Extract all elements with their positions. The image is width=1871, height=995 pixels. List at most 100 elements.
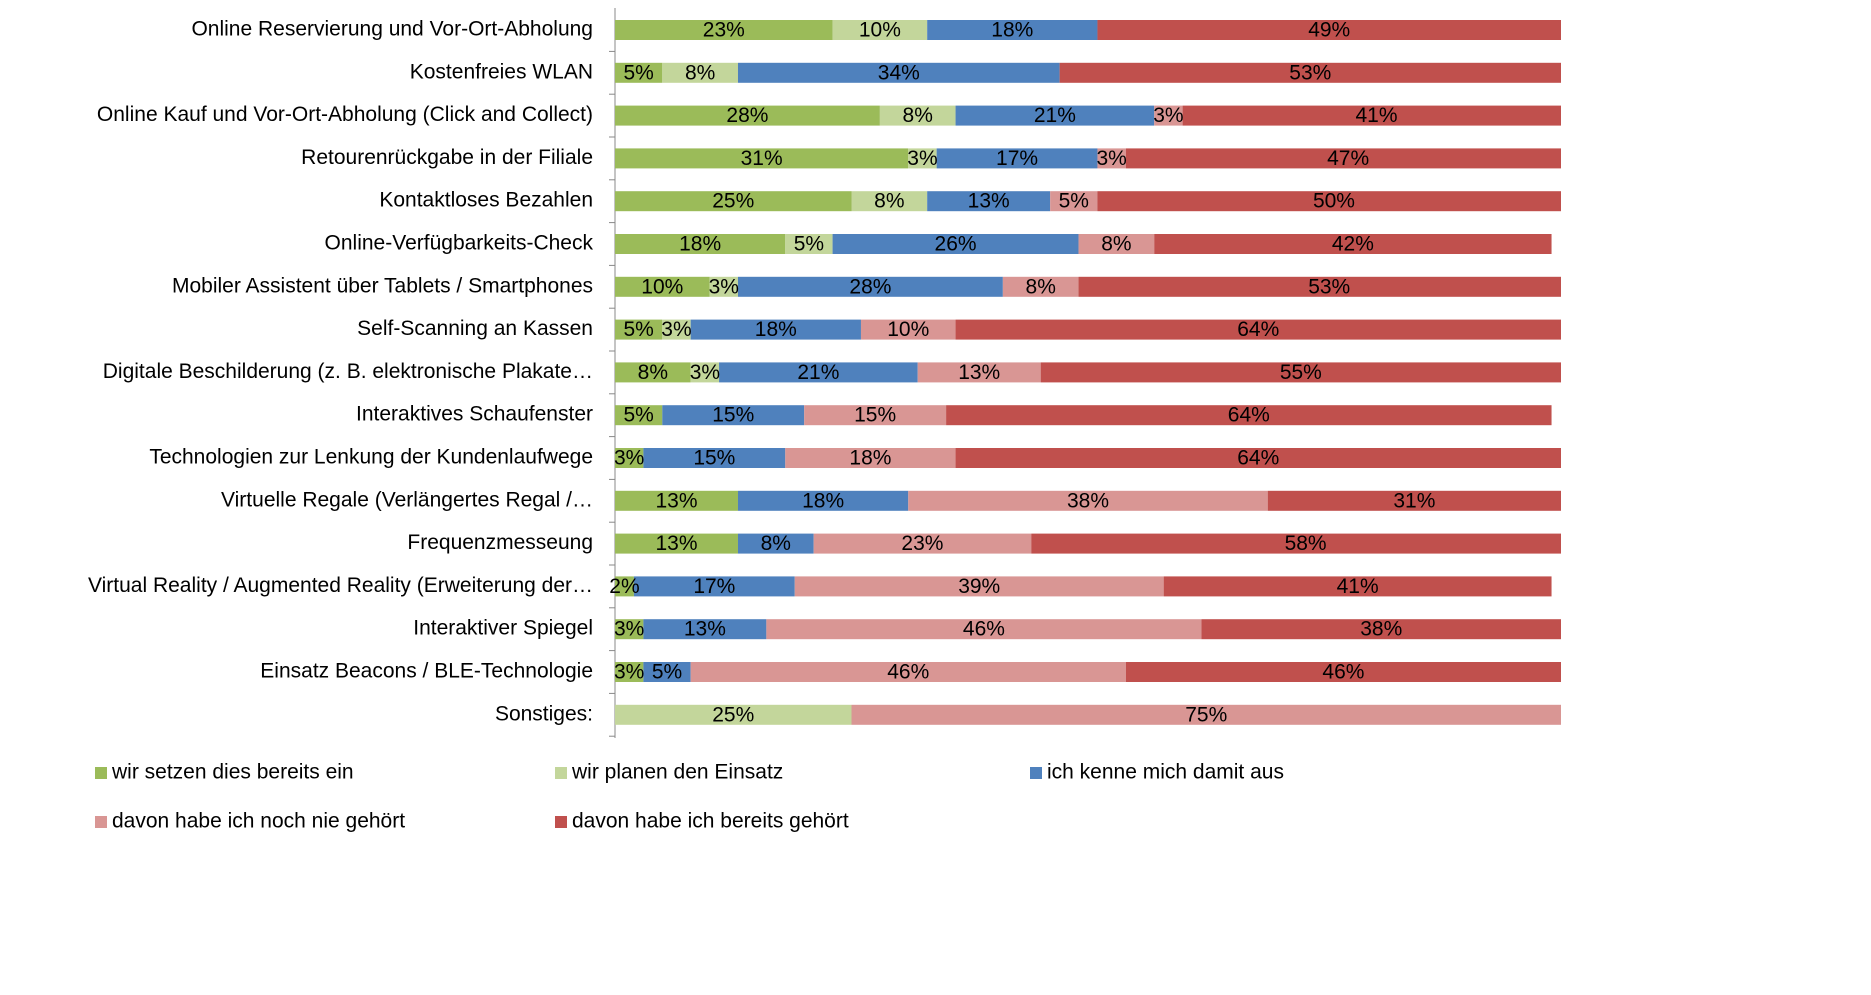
data-label: 15% (693, 447, 735, 470)
data-label: 10% (641, 275, 683, 298)
data-label: 15% (712, 404, 754, 427)
category-label: Online Kauf und Vor-Ort-Abholung (Click … (97, 103, 593, 126)
category-label: Virtual Reality / Augmented Reality (Erw… (88, 574, 593, 597)
bar-segment (1097, 148, 1126, 169)
bar-segment (643, 448, 786, 468)
bar-segment (879, 105, 956, 126)
category-label: Self-Scanning an Kassen (357, 317, 593, 340)
data-label: 47% (1327, 147, 1369, 170)
data-label: 10% (859, 19, 901, 42)
bar-segment (927, 191, 1051, 212)
bar-segment (851, 704, 1561, 725)
bar-segment (615, 490, 738, 511)
data-label: 46% (887, 661, 929, 684)
data-label: 5% (623, 404, 653, 427)
bar-segment (615, 234, 786, 254)
bar-segment (804, 405, 947, 426)
bar-segment (785, 234, 833, 254)
category-label: Technologien zur Lenkung der Kundenlaufw… (149, 446, 593, 469)
data-label: 53% (1308, 275, 1350, 298)
data-label: 8% (685, 61, 715, 84)
data-label: 41% (1337, 575, 1379, 598)
bar-segment (615, 533, 738, 554)
bar-segment (615, 20, 833, 40)
data-label: 17% (996, 147, 1038, 170)
data-label: 3% (907, 147, 937, 170)
data-label: 21% (797, 361, 839, 384)
bar-segment (737, 533, 814, 554)
data-label: 3% (614, 618, 644, 641)
bar-segment (615, 405, 663, 426)
data-label: 13% (655, 532, 697, 555)
data-label: 8% (1101, 233, 1131, 256)
data-label: 3% (1153, 104, 1183, 127)
bar-segment (615, 276, 710, 297)
data-label: 58% (1285, 532, 1327, 555)
data-label: 41% (1356, 104, 1398, 127)
data-label: 28% (849, 275, 891, 298)
data-label: 25% (712, 703, 754, 726)
data-label: 5% (623, 61, 653, 84)
data-label: 10% (887, 318, 929, 341)
data-label: 13% (684, 618, 726, 641)
data-label: 3% (614, 447, 644, 470)
data-label: 64% (1237, 318, 1279, 341)
bar-segment (946, 405, 1552, 426)
bar-segment (1182, 105, 1561, 126)
data-label: 38% (1067, 489, 1109, 512)
category-label: Kostenfreies WLAN (410, 60, 593, 83)
bar-segment (662, 62, 738, 83)
legend-swatch (95, 816, 107, 828)
bar-segment (615, 576, 634, 597)
bar-segment (955, 319, 1561, 340)
data-label: 2% (609, 575, 639, 598)
data-label: 3% (614, 661, 644, 684)
data-label: 21% (1034, 104, 1076, 127)
bar-segment (1050, 191, 1098, 212)
bar-segment (955, 448, 1561, 468)
bar-segment (832, 234, 1079, 254)
bar-segment (1040, 362, 1561, 383)
data-label: 53% (1289, 61, 1331, 84)
data-label: 23% (703, 19, 745, 42)
data-label: 34% (878, 61, 920, 84)
bar-segment (615, 362, 691, 383)
bar-segment (615, 619, 644, 640)
bar-segment (690, 662, 1126, 682)
data-label: 42% (1332, 233, 1374, 256)
category-label: Online-Verfügbarkeits-Check (325, 232, 594, 255)
category-label: Sonstiges: (495, 702, 593, 725)
bar-segment (615, 704, 852, 725)
bar-segment (615, 62, 663, 83)
data-label: 28% (726, 104, 768, 127)
bar-segment (927, 20, 1098, 40)
data-label: 8% (874, 190, 904, 213)
data-label: 38% (1360, 618, 1402, 641)
legend-swatch (1030, 767, 1042, 779)
data-label: 75% (1185, 703, 1227, 726)
data-label: 3% (661, 318, 691, 341)
category-label: Online Reservierung und Vor-Ort-Abholung (191, 18, 593, 41)
category-label: Virtuelle Regale (Verlängertes Regal /… (221, 488, 593, 511)
plot-area (615, 20, 1561, 725)
bar-segment (917, 362, 1041, 383)
bar-segment (737, 490, 909, 511)
bar-segment (785, 448, 956, 468)
data-label: 18% (849, 447, 891, 470)
data-label: 5% (794, 233, 824, 256)
data-label: 31% (1393, 489, 1435, 512)
data-label: 64% (1237, 447, 1279, 470)
data-label: 13% (968, 190, 1010, 213)
category-label: Einsatz Beacons / BLE-Technologie (260, 660, 593, 683)
bar-segment (615, 191, 852, 212)
data-label: 49% (1308, 19, 1350, 42)
data-label: 50% (1313, 190, 1355, 213)
bar-segment (662, 319, 691, 340)
data-label: 26% (935, 233, 977, 256)
bar-segment (860, 319, 956, 340)
bar-segment (1154, 234, 1552, 254)
bar-segment (1125, 662, 1561, 682)
category-label: Kontaktloses Bezahlen (379, 189, 593, 212)
legend-swatch (555, 816, 567, 828)
